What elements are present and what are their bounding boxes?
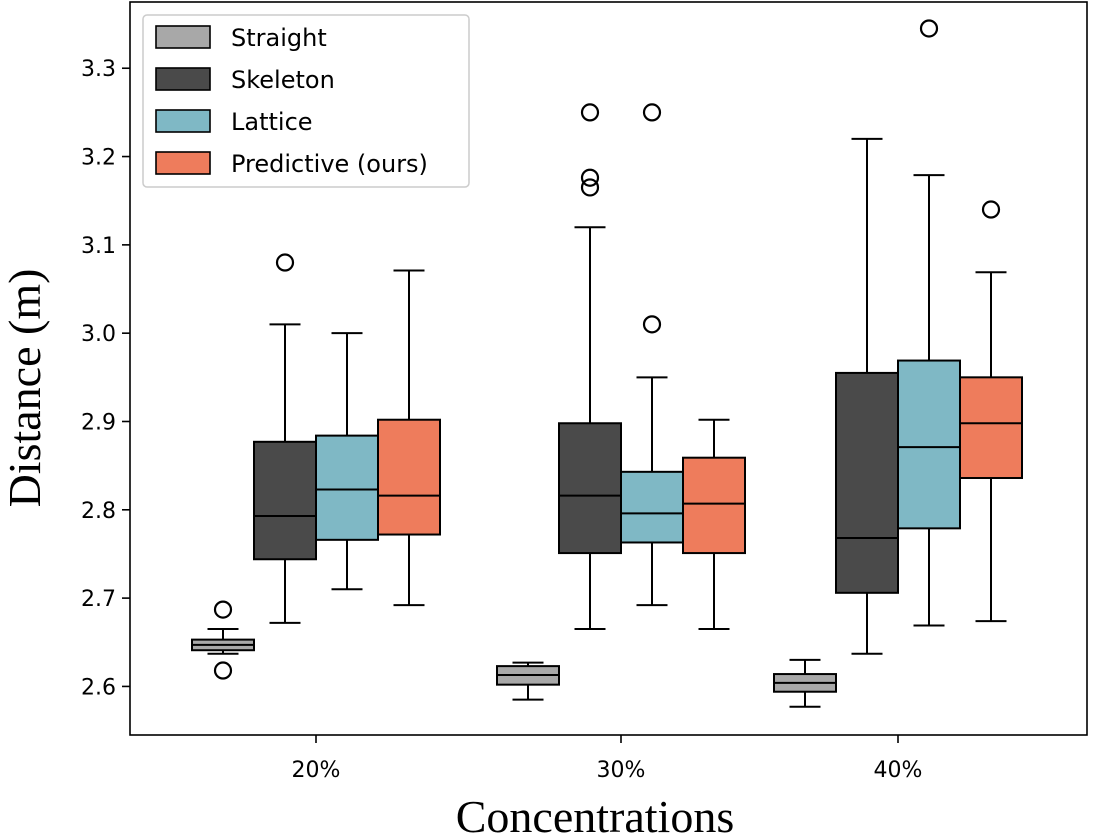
outlier-point [580, 103, 600, 122]
outlier-point [213, 661, 233, 680]
box-iqr [558, 422, 622, 555]
legend-frame [142, 14, 470, 188]
outlier-point [642, 315, 662, 334]
box-straight-30pct [496, 661, 560, 701]
box-lattice-40pct [897, 19, 961, 627]
y-tick-label: 2.6 [81, 675, 116, 700]
legend: Straight Skeleton Lattice Predictive (ours) [142, 14, 470, 188]
box-predictive-20pct [377, 269, 441, 607]
outlier-point [919, 19, 939, 38]
plot-frame [129, 1, 1088, 736]
y-tick-label: 2.8 [81, 499, 116, 524]
legend-label: Skeleton [231, 66, 335, 94]
outlier-point [275, 253, 295, 272]
legend-swatch [155, 25, 211, 49]
box-lattice-30pct [620, 103, 684, 607]
y-tick-label: 2.7 [81, 587, 116, 612]
box-lattice-20pct [315, 332, 379, 591]
outlier-point [580, 178, 600, 197]
y-tick-label: 2.9 [81, 410, 116, 435]
y-tick-label: 3.0 [81, 322, 116, 347]
legend-label: Predictive (ours) [231, 150, 428, 178]
box-iqr [377, 418, 441, 536]
y-tick-label: 3.3 [81, 57, 116, 82]
box-straight-40pct [773, 658, 837, 708]
box-skeleton-40pct [835, 137, 899, 655]
legend-swatch [155, 109, 211, 133]
legend-item: Predictive (ours) [155, 150, 428, 178]
box-iqr [315, 434, 379, 541]
outlier-point [580, 168, 600, 187]
box-predictive-40pct [959, 200, 1023, 623]
outlier-point [213, 600, 233, 619]
legend-swatch [155, 67, 211, 91]
box-iqr [835, 371, 899, 594]
box-predictive-30pct [682, 418, 746, 631]
plot-layer [191, 19, 1023, 708]
box-straight-20pct [191, 600, 255, 680]
box-iqr [959, 376, 1023, 480]
box-iqr [682, 456, 746, 555]
legend-swatch [155, 151, 211, 175]
x-tick-label: 40% [874, 758, 923, 783]
box-iqr [620, 470, 684, 544]
legend-label: Straight [231, 24, 327, 52]
legend-item: Straight [155, 24, 327, 52]
box-skeleton-30pct [558, 103, 622, 631]
legend-item: Lattice [155, 108, 313, 136]
y-axis-title: Distance (m) [0, 269, 50, 508]
x-axis-title: Concentrations [456, 791, 735, 839]
outlier-point [981, 200, 1001, 219]
axis-layer: 2.6 2.7 2.8 2.9 3.0 3.1 3.2 3.3 20% 30% 40% [81, 57, 922, 783]
box-iqr [253, 440, 317, 561]
x-tick-label: 20% [292, 758, 341, 783]
y-tick-label: 3.1 [81, 234, 116, 259]
legend-item: Skeleton [155, 66, 335, 94]
box-iqr [897, 359, 961, 530]
box-skeleton-20pct [253, 253, 317, 624]
legend-label: Lattice [231, 108, 313, 136]
x-tick-label: 30% [597, 758, 646, 783]
y-tick-label: 3.2 [81, 146, 116, 171]
outlier-point [642, 103, 662, 122]
